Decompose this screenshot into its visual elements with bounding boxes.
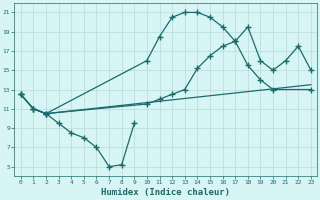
X-axis label: Humidex (Indice chaleur): Humidex (Indice chaleur) [101,188,230,197]
